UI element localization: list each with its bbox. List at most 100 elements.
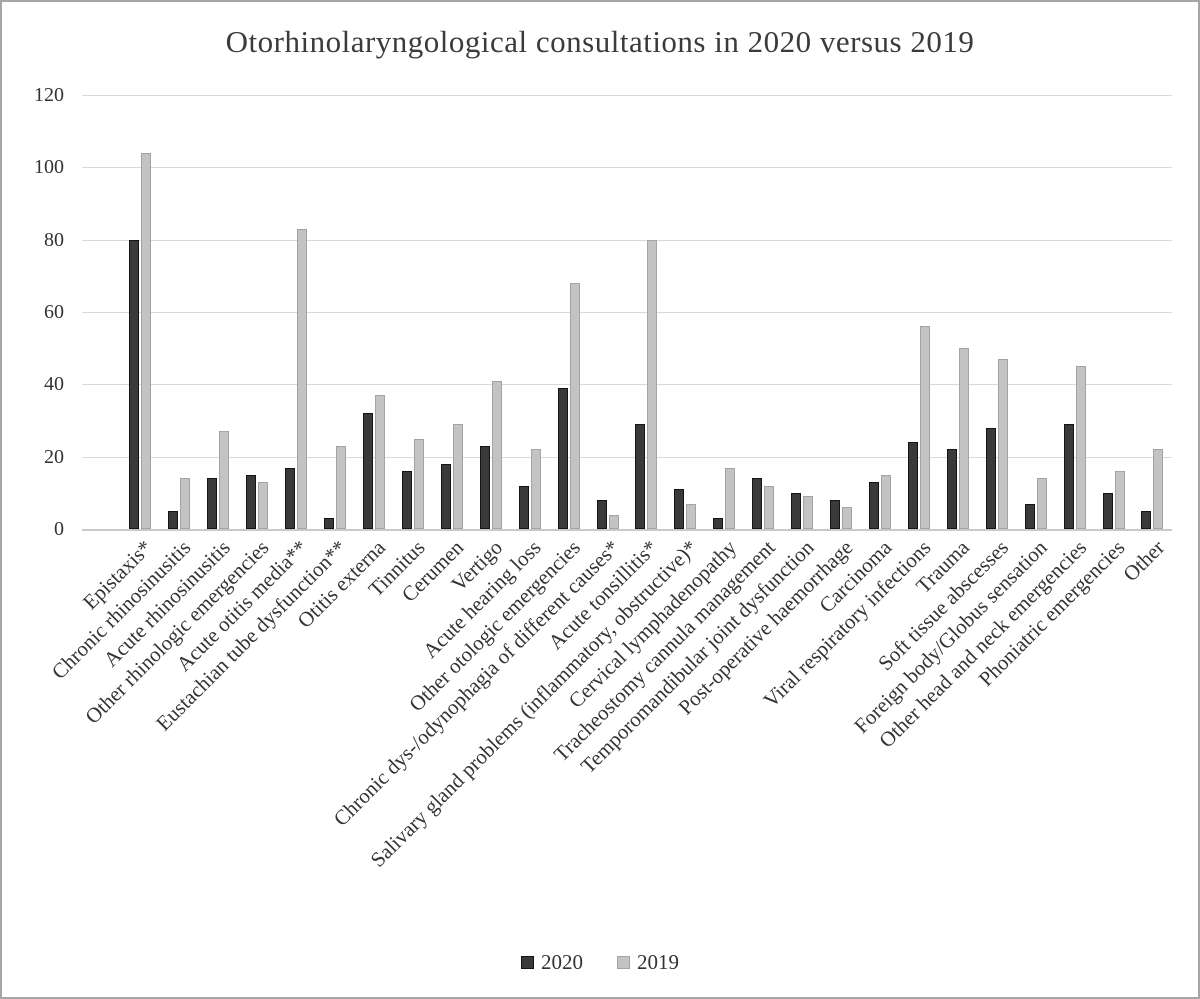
bar-2020-21 <box>907 442 918 529</box>
bar-2019-25 <box>1075 366 1086 529</box>
bar-2020-18 <box>791 493 802 529</box>
category-slot-16 <box>705 95 744 529</box>
bar-2019-20 <box>880 475 891 529</box>
bars-area <box>121 95 1172 529</box>
bar-2019-19 <box>842 507 853 529</box>
bar-2019-6 <box>336 446 347 529</box>
bar-2020-19 <box>830 500 841 529</box>
chart-title: Otorhinolaryngological consultations in … <box>225 24 975 59</box>
gridline-40 <box>82 384 1172 386</box>
bar-2019-14 <box>647 240 658 529</box>
bar-2020-4 <box>246 475 257 529</box>
legend: 2020 2019 <box>2 950 1198 975</box>
bar-2020-24 <box>1024 504 1035 529</box>
category-slot-3 <box>199 95 238 529</box>
category-slot-13 <box>588 95 627 529</box>
category-slot-17 <box>744 95 783 529</box>
y-tick-120: 120 <box>34 84 64 106</box>
bar-2019-17 <box>764 486 775 529</box>
bar-2020-11 <box>518 486 529 529</box>
y-tick-40: 40 <box>44 373 64 396</box>
bar-2020-5 <box>285 468 296 529</box>
bar-2020-9 <box>440 464 451 529</box>
bar-2020-17 <box>752 478 763 529</box>
bar-2020-2 <box>168 511 179 529</box>
bar-2019-27 <box>1153 449 1164 529</box>
bar-2019-7 <box>374 395 385 529</box>
bar-2019-26 <box>1114 471 1125 529</box>
category-slot-22 <box>938 95 977 529</box>
category-slot-7 <box>355 95 394 529</box>
category-slot-9 <box>432 95 471 529</box>
legend-item-2020: 2020 <box>521 950 583 975</box>
category-slot-24 <box>1016 95 1055 529</box>
gridline-100 <box>82 167 1172 169</box>
bar-2020-13 <box>596 500 607 529</box>
gridline-20 <box>82 456 1172 458</box>
legend-item-2019: 2019 <box>617 950 679 975</box>
bar-2020-16 <box>713 518 724 529</box>
bar-2019-11 <box>530 449 541 529</box>
bar-2020-22 <box>946 449 957 529</box>
y-tick-80: 80 <box>44 228 64 251</box>
y-tick-0: 0 <box>54 518 64 540</box>
category-slot-26 <box>1094 95 1133 529</box>
bar-2020-12 <box>557 388 568 529</box>
bar-2019-16 <box>725 468 736 529</box>
legend-label-2019: 2019 <box>637 950 679 974</box>
bar-2019-5 <box>297 229 308 529</box>
gridline-0 <box>82 529 1172 531</box>
bar-2019-24 <box>1036 478 1047 529</box>
category-slot-5 <box>277 95 316 529</box>
bar-2019-13 <box>608 515 619 529</box>
legend-swatch-2020 <box>521 956 534 969</box>
category-slot-20 <box>861 95 900 529</box>
category-slot-2 <box>160 95 199 529</box>
bar-2019-12 <box>569 283 580 529</box>
category-slot-23 <box>977 95 1016 529</box>
bar-2019-23 <box>997 359 1008 529</box>
category-slot-27 <box>1133 95 1172 529</box>
category-slot-11 <box>510 95 549 529</box>
x-label-27: Other <box>1118 535 1169 587</box>
category-slot-12 <box>549 95 588 529</box>
bar-2019-4 <box>258 482 269 529</box>
legend-swatch-2019 <box>617 956 630 969</box>
bar-2020-20 <box>868 482 879 529</box>
bar-2020-14 <box>635 424 646 529</box>
bar-2020-1 <box>129 240 140 529</box>
category-slot-1 <box>121 95 160 529</box>
y-tick-20: 20 <box>44 445 64 468</box>
category-slot-6 <box>316 95 355 529</box>
gridline-120 <box>82 95 1172 96</box>
bar-2020-10 <box>479 446 490 529</box>
category-slot-4 <box>238 95 277 529</box>
gridline-80 <box>82 239 1172 241</box>
bar-2019-1 <box>141 153 152 529</box>
legend-label-2020: 2020 <box>541 950 583 974</box>
y-tick-60: 60 <box>44 301 64 323</box>
bar-2019-3 <box>219 431 230 529</box>
bar-2020-6 <box>324 518 335 529</box>
bar-2019-10 <box>491 381 502 529</box>
category-slot-21 <box>899 95 938 529</box>
gridline-60 <box>82 312 1172 313</box>
category-slot-19 <box>822 95 861 529</box>
category-slot-15 <box>666 95 705 529</box>
bar-2020-7 <box>362 413 373 529</box>
bar-2019-2 <box>180 478 191 529</box>
category-slot-14 <box>627 95 666 529</box>
category-slot-8 <box>393 95 432 529</box>
y-tick-100: 100 <box>34 156 64 179</box>
bar-2019-15 <box>686 504 697 529</box>
bar-2019-18 <box>803 496 814 529</box>
bar-2020-27 <box>1141 511 1152 529</box>
bar-2020-15 <box>674 489 685 529</box>
bar-2020-3 <box>207 478 218 529</box>
bar-2020-8 <box>401 471 412 529</box>
category-slot-18 <box>783 95 822 529</box>
bar-2019-8 <box>413 439 424 529</box>
bar-2020-25 <box>1063 424 1074 529</box>
bar-2019-9 <box>452 424 463 529</box>
